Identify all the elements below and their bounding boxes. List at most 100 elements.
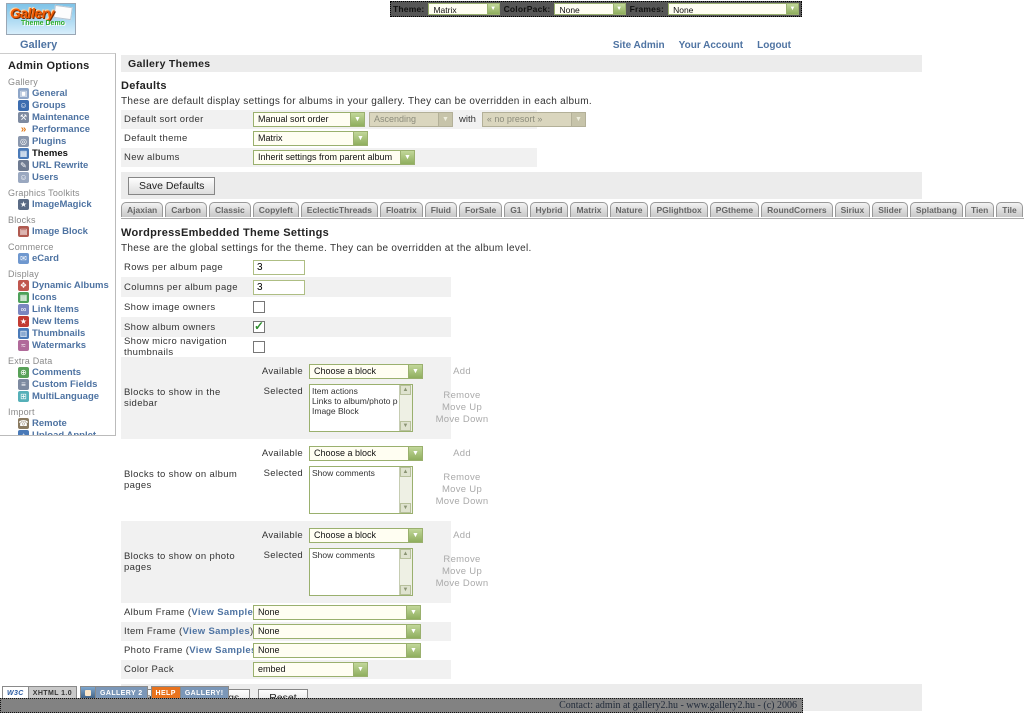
- move-up-link[interactable]: Move Up: [441, 484, 483, 495]
- sidebar-item-multilanguage[interactable]: ⊞ MultiLanguage: [18, 391, 115, 402]
- move-down-link[interactable]: Move Down: [435, 414, 489, 425]
- sidebar-item-groups[interactable]: ☺ Groups: [18, 100, 115, 111]
- blocks-album-selected-listbox[interactable]: Show comments ▲ ▼: [309, 466, 413, 514]
- sidebar-item-link-items[interactable]: ∞ Link Items: [18, 304, 115, 315]
- scroll-up-icon[interactable]: ▲: [400, 385, 411, 395]
- scroll-down-icon[interactable]: ▼: [400, 421, 411, 431]
- scroll-down-icon[interactable]: ▼: [400, 585, 411, 595]
- tab-forsale[interactable]: ForSale: [459, 202, 503, 217]
- tab-matrix[interactable]: Matrix: [570, 202, 608, 217]
- blocks-album-available-select[interactable]: Choose a block ▼: [309, 446, 423, 461]
- scroll-up-icon[interactable]: ▲: [400, 549, 411, 559]
- sidebar-item-remote[interactable]: ☎ Remote: [18, 418, 115, 429]
- tab-pgtheme[interactable]: PGtheme: [709, 202, 760, 217]
- scroll-up-icon[interactable]: ▲: [400, 467, 411, 477]
- listbox-option[interactable]: Show comments: [312, 550, 375, 560]
- rows-per-page-input[interactable]: [253, 259, 305, 275]
- gallery-logo[interactable]: Gallery Theme Demo: [6, 3, 76, 35]
- w3c-xhtml-badge[interactable]: W3C XHTML 1.0: [2, 686, 78, 701]
- sidebar-item-thumbnails[interactable]: ▥ Thumbnails: [18, 328, 115, 339]
- show-micro-nav-checkbox[interactable]: [253, 341, 265, 353]
- sidebar-item-dynamic-albums[interactable]: ❖ Dynamic Albums: [18, 280, 115, 291]
- tab-tile[interactable]: Tile: [996, 202, 1023, 217]
- tab-fluid[interactable]: Fluid: [424, 202, 457, 217]
- listbox-option[interactable]: Image Block: [312, 406, 359, 416]
- help-gallery-badge[interactable]: HELP GALLERY!: [150, 686, 229, 701]
- sidebar-item-maintenance[interactable]: ⚒ Maintenance: [18, 112, 115, 123]
- move-down-link[interactable]: Move Down: [435, 496, 489, 507]
- tab-ajaxian[interactable]: Ajaxian: [121, 202, 164, 217]
- item-frame-select[interactable]: None ▼: [253, 624, 421, 639]
- add-link[interactable]: Add: [453, 366, 471, 377]
- tab-pglightbox[interactable]: PGlightbox: [650, 202, 708, 217]
- sidebar-item-upload-applet[interactable]: ↑ Upload Applet: [18, 430, 115, 435]
- tab-copyleft[interactable]: Copyleft: [252, 202, 299, 217]
- tab-floatrix[interactable]: Floatrix: [379, 202, 423, 217]
- album-frame-select[interactable]: None ▼: [253, 605, 421, 620]
- sidebar-item-comments[interactable]: ⊕ Comments: [18, 367, 115, 378]
- sidebar-item-performance[interactable]: » Performance: [18, 124, 115, 135]
- move-down-link[interactable]: Move Down: [435, 578, 489, 589]
- sidebar-item-ecard[interactable]: ✉ eCard: [18, 253, 115, 264]
- sort-direction-select[interactable]: Ascending ▼: [369, 112, 453, 127]
- default-sort-order-select[interactable]: Manual sort order ▼: [253, 112, 365, 127]
- listbox-scrollbar[interactable]: ▲ ▼: [399, 467, 412, 513]
- add-link[interactable]: Add: [453, 448, 471, 459]
- tab-slider[interactable]: Slider: [872, 202, 908, 217]
- photo-frame-view-samples-link[interactable]: View Samples: [189, 645, 257, 656]
- album-frame-view-samples-link[interactable]: View Samples: [191, 607, 259, 618]
- listbox-option[interactable]: Item actions: [312, 386, 358, 396]
- your-account-link[interactable]: Your Account: [678, 39, 744, 51]
- sidebar-item-users[interactable]: ☺ Users: [18, 172, 115, 183]
- new-albums-select[interactable]: Inherit settings from parent album ▼: [253, 150, 415, 165]
- tab-eclecticthreads[interactable]: EclecticThreads: [300, 202, 378, 217]
- listbox-scrollbar[interactable]: ▲ ▼: [399, 549, 412, 595]
- show-album-owners-checkbox[interactable]: [253, 319, 265, 333]
- site-admin-link[interactable]: Site Admin: [612, 39, 665, 51]
- listbox-scrollbar[interactable]: ▲ ▼: [399, 385, 412, 431]
- tab-classic[interactable]: Classic: [209, 202, 251, 217]
- remove-link[interactable]: Remove: [443, 390, 481, 401]
- tab-splatbang[interactable]: Splatbang: [909, 202, 963, 217]
- item-frame-view-samples-link[interactable]: View Samples: [182, 626, 250, 637]
- sidebar-item-custom-fields[interactable]: ≡ Custom Fields: [18, 379, 115, 390]
- save-defaults-button[interactable]: Save Defaults: [128, 176, 216, 195]
- sidebar-item-new-items[interactable]: ★ New Items: [18, 316, 115, 327]
- photo-frame-select[interactable]: None ▼: [253, 643, 421, 658]
- logout-link[interactable]: Logout: [757, 39, 791, 51]
- remove-link[interactable]: Remove: [443, 554, 481, 565]
- show-image-owners-checkbox[interactable]: [253, 301, 265, 313]
- theme-select[interactable]: Matrix ▼: [428, 3, 500, 15]
- scroll-down-icon[interactable]: ▼: [400, 503, 411, 513]
- tab-siriux[interactable]: Siriux: [834, 202, 871, 217]
- tab-hybrid[interactable]: Hybrid: [529, 202, 569, 217]
- listbox-option[interactable]: Show comments: [312, 468, 375, 478]
- tab-carbon[interactable]: Carbon: [165, 202, 207, 217]
- sidebar-item-imagemagick[interactable]: ★ ImageMagick: [18, 199, 115, 210]
- move-up-link[interactable]: Move Up: [441, 402, 483, 413]
- sidebar-item-plugins[interactable]: ◎ Plugins: [18, 136, 115, 147]
- default-theme-select[interactable]: Matrix ▼: [253, 131, 368, 146]
- sidebar-item-watermarks[interactable]: ≈ Watermarks: [18, 340, 115, 351]
- sidebar-item-icons[interactable]: ▦ Icons: [18, 292, 115, 303]
- tab-g1[interactable]: G1: [504, 202, 528, 217]
- columns-per-page-input[interactable]: [253, 279, 305, 295]
- breadcrumb-gallery-link[interactable]: Gallery: [20, 39, 58, 51]
- sidebar-item-url-rewrite[interactable]: ✎ URL Rewrite: [18, 160, 115, 171]
- colorpack-select[interactable]: None ▼: [554, 3, 626, 15]
- blocks-photo-available-select[interactable]: Choose a block ▼: [309, 528, 423, 543]
- gallery2-badge[interactable]: GALLERY 2: [80, 686, 148, 701]
- sidebar-item-themes[interactable]: ▦ Themes: [18, 148, 115, 159]
- blocks-sidebar-available-select[interactable]: Choose a block ▼: [309, 364, 423, 379]
- color-pack-select[interactable]: embed ▼: [253, 662, 368, 677]
- remove-link[interactable]: Remove: [443, 472, 481, 483]
- tab-tien[interactable]: Tien: [964, 202, 995, 217]
- sidebar-item-general[interactable]: ▣ General: [18, 88, 115, 99]
- tab-roundcorners[interactable]: RoundCorners: [761, 202, 833, 217]
- frames-select[interactable]: None ▼: [668, 3, 800, 15]
- add-link[interactable]: Add: [453, 530, 471, 541]
- move-up-link[interactable]: Move Up: [441, 566, 483, 577]
- presort-select[interactable]: « no presort » ▼: [481, 112, 586, 127]
- blocks-photo-selected-listbox[interactable]: Show comments ▲ ▼: [309, 548, 413, 596]
